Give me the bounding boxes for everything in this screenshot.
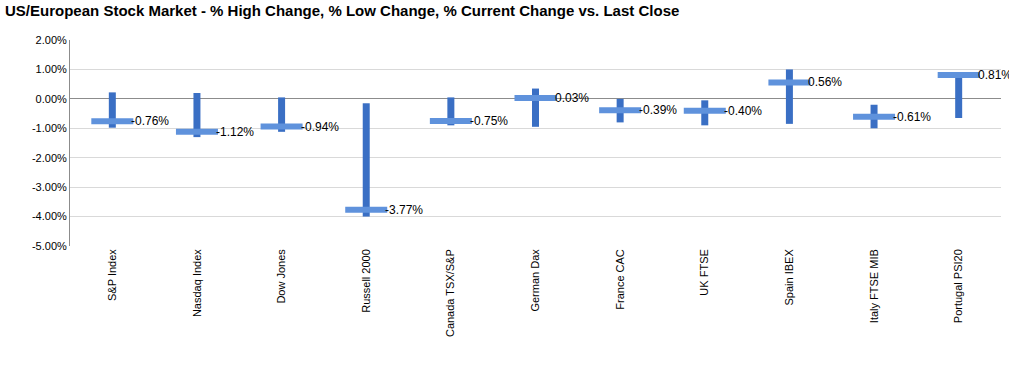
svg-text:Italy FTSE MIB: Italy FTSE MIB <box>868 249 880 323</box>
svg-text:Portugal PSI20: Portugal PSI20 <box>952 249 964 323</box>
svg-text:-0.39%: -0.39% <box>639 103 677 117</box>
svg-text:US/European Stock Market - % H: US/European Stock Market - % High Change… <box>5 2 679 19</box>
svg-text:-3.77%: -3.77% <box>385 203 423 217</box>
svg-text:-0.76%: -0.76% <box>131 114 169 128</box>
svg-text:0.81%: 0.81% <box>978 68 1009 82</box>
svg-text:S&P Index: S&P Index <box>106 249 118 301</box>
svg-text:-0.61%: -0.61% <box>893 110 931 124</box>
svg-text:Nasdaq Index: Nasdaq Index <box>191 249 203 317</box>
svg-text:0.56%: 0.56% <box>808 75 842 89</box>
svg-text:2.00%: 2.00% <box>36 34 67 46</box>
svg-text:-0.40%: -0.40% <box>724 104 762 118</box>
svg-text:-0.75%: -0.75% <box>470 114 508 128</box>
svg-text:-1.00%: -1.00% <box>32 122 67 134</box>
svg-text:France CAC: France CAC <box>614 249 626 310</box>
svg-text:-5.00%: -5.00% <box>32 240 67 252</box>
svg-text:-0.94%: -0.94% <box>301 120 339 134</box>
svg-text:Russell 2000: Russell 2000 <box>360 249 372 313</box>
svg-text:-2.00%: -2.00% <box>32 152 67 164</box>
svg-text:Dow Jones: Dow Jones <box>275 249 287 304</box>
svg-text:UK FTSE: UK FTSE <box>698 249 710 295</box>
svg-text:0.03%: 0.03% <box>555 91 589 105</box>
svg-text:Canada TSX/S&P: Canada TSX/S&P <box>444 249 456 337</box>
svg-text:0.00%: 0.00% <box>36 93 67 105</box>
svg-text:-4.00%: -4.00% <box>32 210 67 222</box>
svg-text:-3.00%: -3.00% <box>32 181 67 193</box>
svg-text:Spain IBEX: Spain IBEX <box>783 249 795 306</box>
svg-text:German Dax: German Dax <box>529 249 541 312</box>
svg-text:-1.12%: -1.12% <box>216 125 254 139</box>
svg-text:1.00%: 1.00% <box>36 63 67 75</box>
